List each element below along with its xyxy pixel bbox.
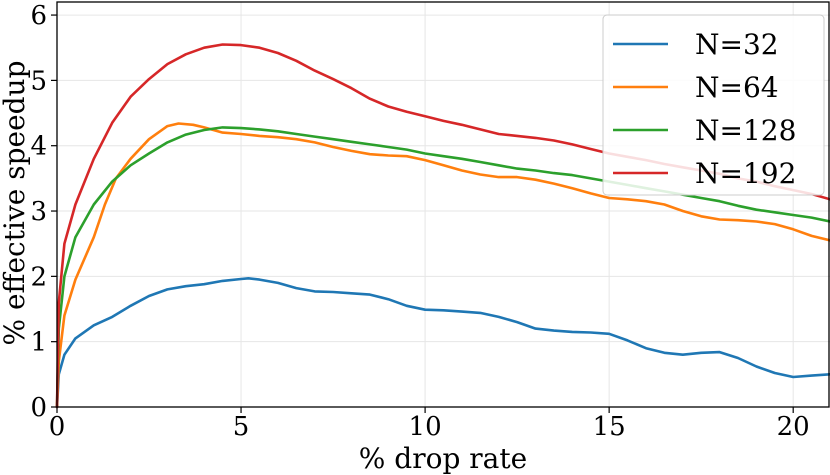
legend-frame (602, 14, 825, 196)
legend-items: N=32 N=64 N=128 N=192 (613, 28, 796, 190)
y-tick-label: 2 (30, 262, 47, 292)
tick-labels: 0 5 10 15 20 0 1 2 3 4 5 6 (30, 1, 809, 442)
x-tick-label: 5 (233, 412, 250, 442)
y-tick-label: 4 (30, 132, 47, 162)
x-tick-label: 0 (49, 412, 66, 442)
y-tick-label: 1 (30, 328, 47, 358)
series-line-n-128 (55, 126, 830, 409)
legend-label: N=64 (695, 71, 779, 104)
x-axis-label: % drop rate (359, 442, 527, 475)
y-tick-label: 5 (30, 66, 47, 96)
axes (51, 1, 830, 413)
legend: N=32 N=64 N=128 N=192 (602, 14, 825, 196)
y-tick-label: 0 (30, 393, 47, 423)
x-tick-label: 10 (409, 412, 442, 442)
legend-label: N=128 (695, 114, 796, 147)
x-tick-label: 15 (593, 412, 626, 442)
y-tick-label: 3 (30, 197, 47, 227)
legend-label: N=192 (695, 157, 796, 190)
legend-label: N=32 (695, 28, 779, 61)
x-tick-label: 20 (777, 412, 810, 442)
plot-frame (56, 1, 830, 408)
series-line-n-32 (55, 277, 830, 409)
series-line-n-64 (55, 122, 830, 409)
y-tick-label: 6 (30, 1, 47, 31)
y-axis-label: % effective speedup (0, 60, 31, 345)
